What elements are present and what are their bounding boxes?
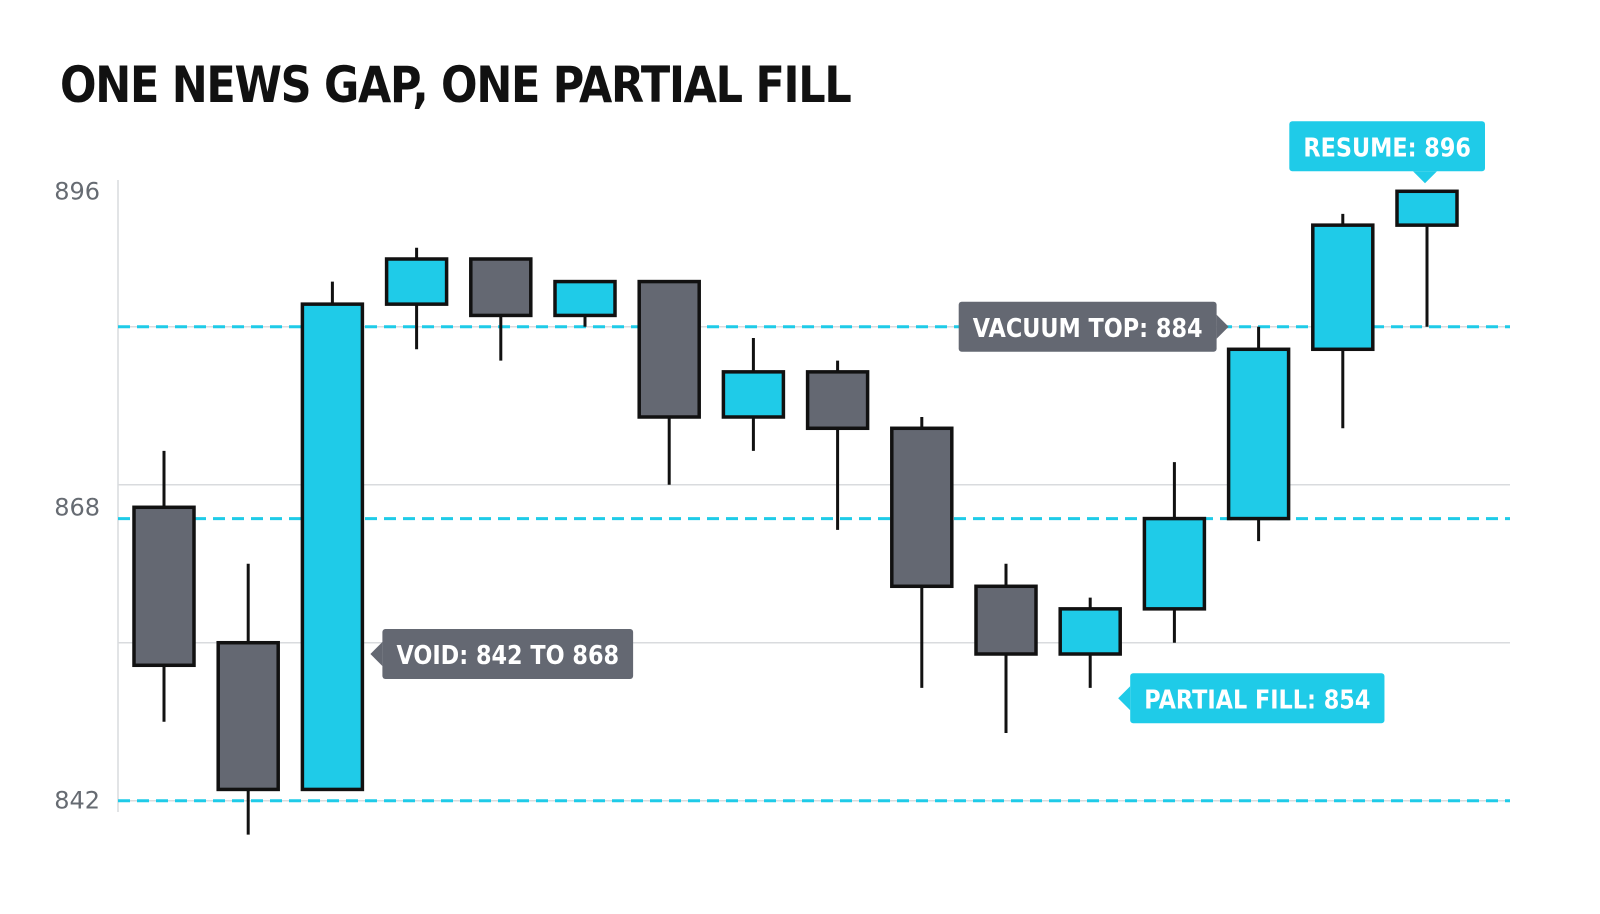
annotation-box	[1130, 673, 1385, 724]
candle	[974, 563, 1038, 733]
candle-body	[1226, 347, 1291, 521]
candle	[132, 450, 196, 722]
annotation-box	[958, 301, 1217, 352]
candle-body	[1395, 189, 1459, 227]
candle	[890, 417, 954, 688]
y-tick-label: 842	[54, 787, 100, 815]
candle	[1395, 189, 1459, 327]
candle	[1311, 213, 1375, 429]
annotations: RESUME: 896 VACUUM TOP: 884 VOID: 842 TO 8…	[370, 121, 1485, 724]
candles	[132, 189, 1459, 835]
candle	[300, 281, 365, 792]
annotation-pointer	[1216, 314, 1229, 339]
candle	[469, 257, 533, 361]
chart-title: ONE NEWS GAP, ONE PARTIAL FILL	[60, 56, 852, 114]
y-tick-label: 868	[54, 493, 100, 521]
candle-body	[805, 370, 870, 431]
annotation-label: VACUUM TOP: 884	[973, 312, 1203, 343]
annotation-pointer	[370, 642, 383, 666]
candle	[721, 338, 786, 451]
candle-body	[300, 302, 365, 792]
candle-body	[384, 257, 449, 306]
annotation-box	[1289, 121, 1485, 172]
candle	[637, 279, 701, 485]
candle-body	[553, 279, 617, 318]
candle	[1226, 326, 1291, 542]
candle-body	[132, 505, 196, 668]
candle-body	[1058, 607, 1122, 656]
candle-body	[721, 370, 786, 419]
annotation-callout: RESUME: 896	[1289, 121, 1485, 184]
annotation-label: PARTIAL FILL: 854	[1144, 684, 1370, 715]
candle-body	[1311, 223, 1375, 352]
annotation-pointer	[1118, 686, 1131, 711]
y-tick-label: 896	[54, 177, 100, 205]
candle	[216, 563, 280, 835]
y-axis: 896 868 842	[54, 177, 100, 814]
candle-body	[469, 257, 533, 318]
candle	[805, 360, 870, 530]
annotation-callout: PARTIAL FILL: 854	[1118, 673, 1385, 724]
candle	[1142, 462, 1207, 643]
annotation-box	[382, 629, 634, 679]
annotation-label: VOID: 842 TO 868	[396, 639, 619, 670]
candle-body	[890, 426, 954, 589]
candle	[384, 247, 449, 350]
candle-body	[1142, 516, 1207, 611]
candle-body	[216, 640, 280, 792]
annotation-label: RESUME: 896	[1303, 132, 1471, 163]
annotation-pointer	[1413, 171, 1437, 184]
annotation-callout: VOID: 842 TO 868	[370, 629, 634, 679]
candle-body	[974, 584, 1038, 656]
candle-body	[637, 279, 701, 419]
candle	[1058, 597, 1122, 688]
candle	[553, 279, 617, 327]
annotation-callout: VACUUM TOP: 884	[958, 301, 1229, 352]
